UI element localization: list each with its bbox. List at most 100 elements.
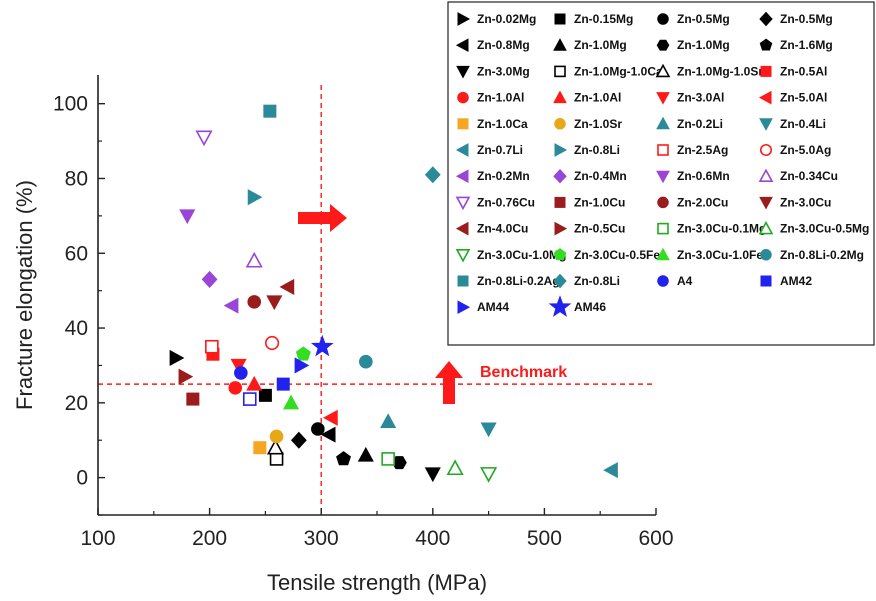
data-point <box>186 392 200 406</box>
legend-marker <box>553 38 567 51</box>
legend-marker <box>554 118 566 130</box>
legend-marker <box>760 275 772 287</box>
legend-marker <box>553 248 567 261</box>
data-point <box>311 422 325 436</box>
legend-label: Zn-1.0Al <box>574 91 621 105</box>
legend-label: Zn-0.76Cu <box>477 195 535 209</box>
legend-label: Zn-1.0Mg-1.0Ca <box>574 64 663 78</box>
legend-marker <box>760 65 772 77</box>
legend: Zn-0.02Mg Zn-0.15Mg Zn-0.5Mg Zn-0.5Mg Zn-0.8… <box>447 1 875 346</box>
legend-label: Zn-1.6Mg <box>780 38 833 52</box>
legend-marker <box>657 144 669 156</box>
legend-marker <box>455 249 471 263</box>
y-tick-label: 40 <box>65 317 88 340</box>
legend-marker <box>457 118 469 130</box>
legend-label: Zn-0.8Mg <box>477 38 530 52</box>
data-point <box>269 452 284 466</box>
legend-label: Zn-0.8Li-0.2Mg <box>780 248 864 262</box>
legend-label: Zn-1.0Mg-1.0Sr <box>677 64 763 78</box>
data-point <box>359 354 373 369</box>
legend-label: Zn-0.8Li <box>574 143 620 157</box>
legend-label: AM46 <box>574 300 606 314</box>
x-tick-label: 500 <box>527 527 562 550</box>
legend-label: Zn-0.8Li-0.2Ag <box>477 274 560 288</box>
legend-label: Zn-3.0Cu-1.0Mg <box>477 248 566 262</box>
legend-marker <box>554 143 568 157</box>
legend-marker <box>657 196 669 209</box>
legend-marker <box>455 169 469 184</box>
legend-label: Zn-2.0Cu <box>677 195 728 209</box>
legend-label: Zn-0.8Li <box>574 274 620 288</box>
legend-label: Zn-1.0Sr <box>574 117 622 131</box>
data-point <box>179 209 196 225</box>
legend-label: A4 <box>677 274 693 288</box>
legend-marker <box>457 300 471 315</box>
data-point <box>242 392 257 406</box>
data-point <box>195 130 213 147</box>
legend-marker <box>456 65 470 79</box>
y-axis-title: Fracture elongation (%) <box>12 180 37 410</box>
y-tick-label: 60 <box>65 242 88 265</box>
legend-label: Zn-3.0Cu-0.5Fe <box>574 248 660 262</box>
data-point <box>446 459 464 476</box>
data-point <box>258 388 272 402</box>
legend-label: Zn-1.0Ca <box>477 117 528 131</box>
data-point <box>290 431 307 449</box>
x-tick-label: 400 <box>415 527 450 550</box>
legend-label: Zn-0.5Cu <box>574 222 625 236</box>
legend-marker <box>759 38 773 51</box>
legend-marker <box>656 247 670 261</box>
y-tick-label: 0 <box>76 467 88 490</box>
benchmark-reference-lines <box>98 85 656 515</box>
data-point <box>480 422 497 438</box>
legend-label: Zn-3.0Cu-1.0Fe <box>677 248 763 262</box>
data-point <box>247 189 263 206</box>
data-point <box>201 270 218 288</box>
legend-marker <box>657 275 669 287</box>
data-point <box>266 295 283 311</box>
data-point <box>322 409 338 426</box>
legend-label: Zn-5.0Al <box>780 91 827 105</box>
legend-marker <box>656 170 670 184</box>
data-point <box>336 451 351 466</box>
legend-marker <box>553 90 567 104</box>
legend-label: Zn-0.2Li <box>677 117 723 131</box>
legend-label: Zn-0.5Al <box>780 64 827 78</box>
legend-label: Zn-0.6Mn <box>677 169 730 183</box>
legend-label: Zn-1.0Mg <box>574 38 627 52</box>
data-point <box>253 441 267 455</box>
legend-marker <box>759 11 773 27</box>
data-point <box>380 413 397 429</box>
legend-marker <box>455 196 471 211</box>
data-point <box>245 251 263 268</box>
legend-marker <box>655 63 671 78</box>
data-point <box>234 366 248 380</box>
legend-label: Zn-4.0Cu <box>477 222 528 236</box>
legend-marker <box>759 118 773 131</box>
legend-marker <box>455 143 469 157</box>
x-tick-label: 600 <box>638 527 673 550</box>
x-axis-title: Tensile strength (MPa) <box>267 570 487 595</box>
legend-marker <box>553 273 567 289</box>
legend-label: Zn-1.0Cu <box>574 195 625 209</box>
legend-marker <box>758 168 774 182</box>
data-point <box>424 467 441 483</box>
legend-marker <box>554 65 566 78</box>
legend-label: Zn-0.5Mg <box>677 12 730 26</box>
legend-label: Zn-3.0Cu-0.5Mg <box>780 222 869 236</box>
data-point <box>357 446 374 462</box>
data-point <box>230 358 247 374</box>
data-point <box>246 375 263 391</box>
legend-marker <box>455 221 469 236</box>
legend-label: Zn-0.4Li <box>780 117 826 131</box>
legend-marker <box>758 220 774 235</box>
legend-label: Zn-0.4Mn <box>574 169 627 183</box>
data-point <box>263 104 277 118</box>
data-point <box>603 462 618 479</box>
legend-label: Zn-0.5Mg <box>780 12 833 26</box>
data-point <box>178 368 194 385</box>
legend-marker <box>457 275 469 287</box>
data-point <box>279 278 295 295</box>
data-point <box>381 452 395 466</box>
